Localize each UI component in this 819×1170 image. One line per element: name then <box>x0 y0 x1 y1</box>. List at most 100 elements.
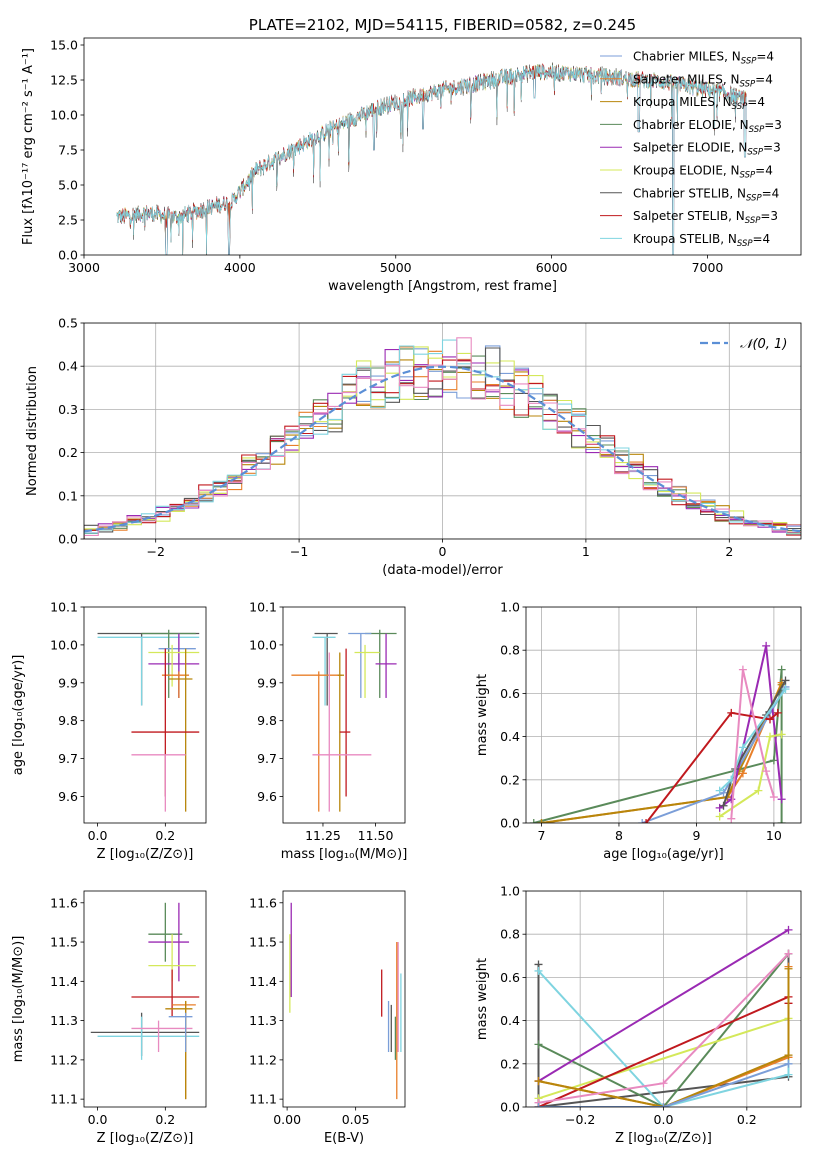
plot-area-spectrum <box>116 62 747 255</box>
x-tick-label: 5000 <box>380 260 412 275</box>
y-tick-label: 0.0 <box>500 816 520 831</box>
error-bar-point <box>312 652 372 812</box>
legend-entry: Kroupa MILES, NSSP=4 <box>633 95 765 112</box>
data-marker <box>727 795 736 804</box>
y-tick-label: 11.2 <box>50 1052 78 1067</box>
plot-area-age_vs_Z <box>97 629 200 812</box>
y-tick-label: 11.3 <box>249 1013 277 1028</box>
legend-entry: Chabrier STELIB, NSSP=4 <box>633 186 779 203</box>
y-tick-label: 0.6 <box>500 970 520 985</box>
y-tick-label: 11.4 <box>249 974 277 989</box>
y-tick-label: 9.9 <box>58 675 78 690</box>
data-marker <box>719 801 728 810</box>
y-tick-label: 10.1 <box>249 600 277 615</box>
axes-residuals: −2 −1 0 1 2 0.0 0.1 0.2 0.3 0.4 0.5 (data-model)/er… <box>25 316 802 578</box>
axes-weight_vs_Z: −0.2 0.0 0.2 0.0 0.2 0.4 0.6 0.8 1.0 Z [log₁₀(Z/Z… <box>475 884 802 1146</box>
series-line <box>538 952 790 1107</box>
error-bar-point <box>148 902 183 962</box>
gaussian-reference-curve <box>84 365 801 533</box>
y-tick-label: 15.0 <box>50 38 78 53</box>
error-bar-point <box>348 632 372 698</box>
legend-entry: Salpeter MILES, NSSP=4 <box>633 72 773 89</box>
data-marker <box>727 708 736 717</box>
x-axis-label: Z [log₁₀(Z/Z⊙)] <box>97 847 194 862</box>
y-tick-label: 9.8 <box>58 713 78 728</box>
y-tick-label: 11.5 <box>249 935 277 950</box>
weight-series <box>727 665 778 823</box>
axes-age_vs_mass: 11.25 11.50 9.6 9.7 9.8 9.9 10.0 10.1 mass [log₁… <box>249 600 407 863</box>
error-bar-point <box>168 1012 193 1053</box>
series-line <box>537 929 790 1082</box>
data-marker <box>769 793 778 802</box>
plot-area-mass_vs_Z <box>90 902 200 1100</box>
legend-entry: Kroupa ELODIE, NSSP=4 <box>633 164 773 181</box>
y-tick-label: 2.5 <box>58 213 78 228</box>
weight-series <box>642 708 782 823</box>
data-marker <box>777 819 786 823</box>
spectrum-line <box>116 64 747 255</box>
y-tick-label: 7.5 <box>58 143 78 158</box>
error-bar-point <box>168 648 193 812</box>
y-tick-label: 11.6 <box>249 895 277 910</box>
legend-entry: Kroupa STELIB, NSSP=4 <box>633 232 770 249</box>
x-tick-label: 0.0 <box>654 1112 674 1127</box>
legend-entry: Salpeter ELODIE, NSSP=3 <box>633 141 781 158</box>
data-marker <box>534 1040 543 1049</box>
data-marker <box>762 641 771 650</box>
y-tick-label: 11.3 <box>50 1013 78 1028</box>
data-marker <box>529 819 538 823</box>
axes-frame <box>282 606 406 824</box>
x-tick-label: 0.2 <box>155 828 175 843</box>
y-tick-label: 10.0 <box>50 637 78 652</box>
x-axis-label: E(B-V) <box>324 1131 364 1146</box>
axes-mass_vs_ebv: 0.00 0.05 11.1 11.2 11.3 11.4 11.5 11.6 E(B-V) <box>249 890 406 1146</box>
data-marker <box>534 1077 543 1086</box>
error-bar-point <box>375 633 397 698</box>
data-marker <box>784 1059 793 1068</box>
y-axis-label: mass weight <box>475 674 490 756</box>
data-marker <box>784 1070 793 1079</box>
x-tick-label: 11.25 <box>305 828 341 843</box>
series-line <box>730 669 775 819</box>
y-tick-label: 9.6 <box>58 789 78 804</box>
data-marker <box>769 756 778 765</box>
y-tick-label: 11.1 <box>50 1092 78 1107</box>
data-marker <box>754 786 763 795</box>
data-marker <box>784 925 793 934</box>
data-marker <box>659 1079 668 1088</box>
y-tick-label: 0.8 <box>500 927 520 942</box>
x-tick-label: 7000 <box>692 260 724 275</box>
data-marker <box>762 767 771 776</box>
data-marker <box>534 966 543 975</box>
x-tick-label: 9 <box>692 828 700 843</box>
error-bar-point <box>97 636 200 706</box>
data-marker <box>781 676 790 685</box>
x-axis-label: age [log₁₀(age/yr)] <box>603 847 724 862</box>
data-marker <box>784 949 793 958</box>
error-bar-point <box>339 648 351 797</box>
plot-area-mass_vs_ebv <box>289 902 402 1100</box>
x-tick-label: 0.2 <box>737 1112 757 1127</box>
error-bar-point <box>148 902 190 982</box>
y-tick-label: 0.4 <box>500 729 520 744</box>
y-tick-label: 0.5 <box>58 316 78 331</box>
histogram-series <box>84 337 801 539</box>
x-tick-label: 0 <box>439 544 447 559</box>
plot-area-weight_vs_Z <box>526 891 801 1107</box>
y-tick-label: 5.0 <box>58 178 78 193</box>
x-tick-label: 0.2 <box>155 1112 175 1127</box>
y-tick-label: 0.3 <box>58 402 78 417</box>
error-bar-point <box>354 644 380 698</box>
data-marker <box>766 732 775 741</box>
y-tick-label: 9.6 <box>257 789 277 804</box>
x-tick-label: 6000 <box>536 260 568 275</box>
y-tick-label: 0.0 <box>58 532 78 547</box>
error-bar-point <box>131 754 186 812</box>
axes-frame <box>83 890 207 1108</box>
weight-series <box>534 964 793 1107</box>
axes-age_vs_Z: 0.0 0.2 9.6 9.7 9.8 9.9 10.0 10.1 Z [log₁₀(Z/Z⊙)… <box>11 600 207 862</box>
axes-spectrum: 3000 4000 5000 6000 7000 0.0 2.5 5.0 7.5 10.0 12.5… <box>21 16 802 294</box>
y-tick-label: 0.0 <box>500 1100 520 1115</box>
weight-series <box>715 641 786 812</box>
data-marker <box>777 795 786 804</box>
